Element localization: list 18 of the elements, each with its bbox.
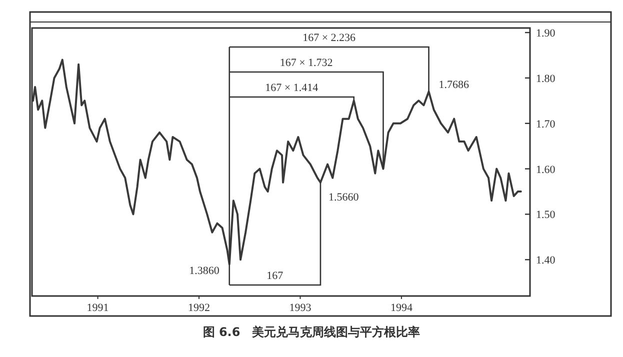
annotation: 167 × 1.732 [280, 57, 333, 69]
x-tick-label: 1992 [188, 302, 210, 314]
caption: 图 6.6 美元兑马克周线图与平方根比率 [202, 325, 420, 339]
y-tick-label: 1.50 [536, 209, 556, 222]
x-tick-label: 1991 [86, 302, 109, 314]
annotation: 1.3860 [189, 265, 220, 278]
annotation: 167 [266, 270, 284, 282]
y-tick-label: 1.70 [536, 118, 556, 130]
y-tick-label: 1.80 [536, 72, 556, 85]
x-tick-label: 1994 [390, 302, 413, 314]
y-tick-label: 1.90 [536, 28, 556, 40]
annotation: 167 × 2.236 [302, 32, 356, 44]
y-tick-label: 1.60 [536, 164, 556, 176]
x-tick-label: 1993 [289, 302, 312, 314]
annotation: 1.5660 [328, 191, 360, 204]
y-tick-label: 1.40 [536, 254, 556, 267]
annotation: 1.7686 [438, 79, 470, 92]
annotation: 167 × 1.414 [265, 82, 319, 94]
